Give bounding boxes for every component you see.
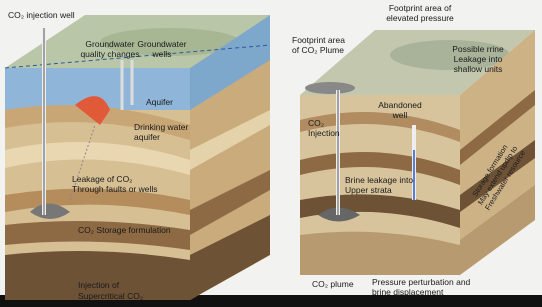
label: Injection bbox=[308, 128, 340, 138]
label: aquifer bbox=[134, 132, 160, 142]
label: Leakage into bbox=[454, 54, 503, 64]
label: Footprint area bbox=[292, 35, 345, 45]
label: wells bbox=[152, 49, 172, 59]
label: Drinking water bbox=[134, 122, 188, 132]
label: brine displacement bbox=[372, 287, 444, 297]
label: Through faults or wells bbox=[72, 184, 158, 194]
label: Leakage of CO₂ bbox=[72, 174, 132, 184]
label: Pressure perturbation and bbox=[372, 277, 471, 287]
label: of CO₂ Plume bbox=[292, 45, 344, 55]
label: Abandoned bbox=[378, 100, 422, 110]
label: CO₂ plume bbox=[312, 279, 354, 289]
label: Possible rrine bbox=[452, 44, 504, 54]
label: CO₂ Storage formulation bbox=[78, 225, 171, 235]
label: CO₂ injection well bbox=[8, 10, 75, 20]
label: Aquifer bbox=[146, 97, 173, 107]
label: Brine leakage into bbox=[345, 175, 413, 185]
label: well bbox=[392, 110, 408, 120]
label: Injection of bbox=[78, 280, 120, 290]
label: Supercritical CO₂ bbox=[78, 291, 143, 301]
label: shallow units bbox=[454, 64, 503, 74]
label: elevated pressure bbox=[386, 13, 454, 23]
label: Footprint area of bbox=[389, 3, 452, 13]
label: Upper strata bbox=[345, 185, 392, 195]
label: CO₂ bbox=[308, 118, 324, 128]
label: Groundwater bbox=[137, 39, 186, 49]
label: Groundwater bbox=[85, 39, 134, 49]
label: quality changes bbox=[80, 49, 139, 59]
diagram: CO₂ injection well Groundwater quality c… bbox=[0, 0, 542, 307]
plume-footprint bbox=[305, 82, 355, 94]
